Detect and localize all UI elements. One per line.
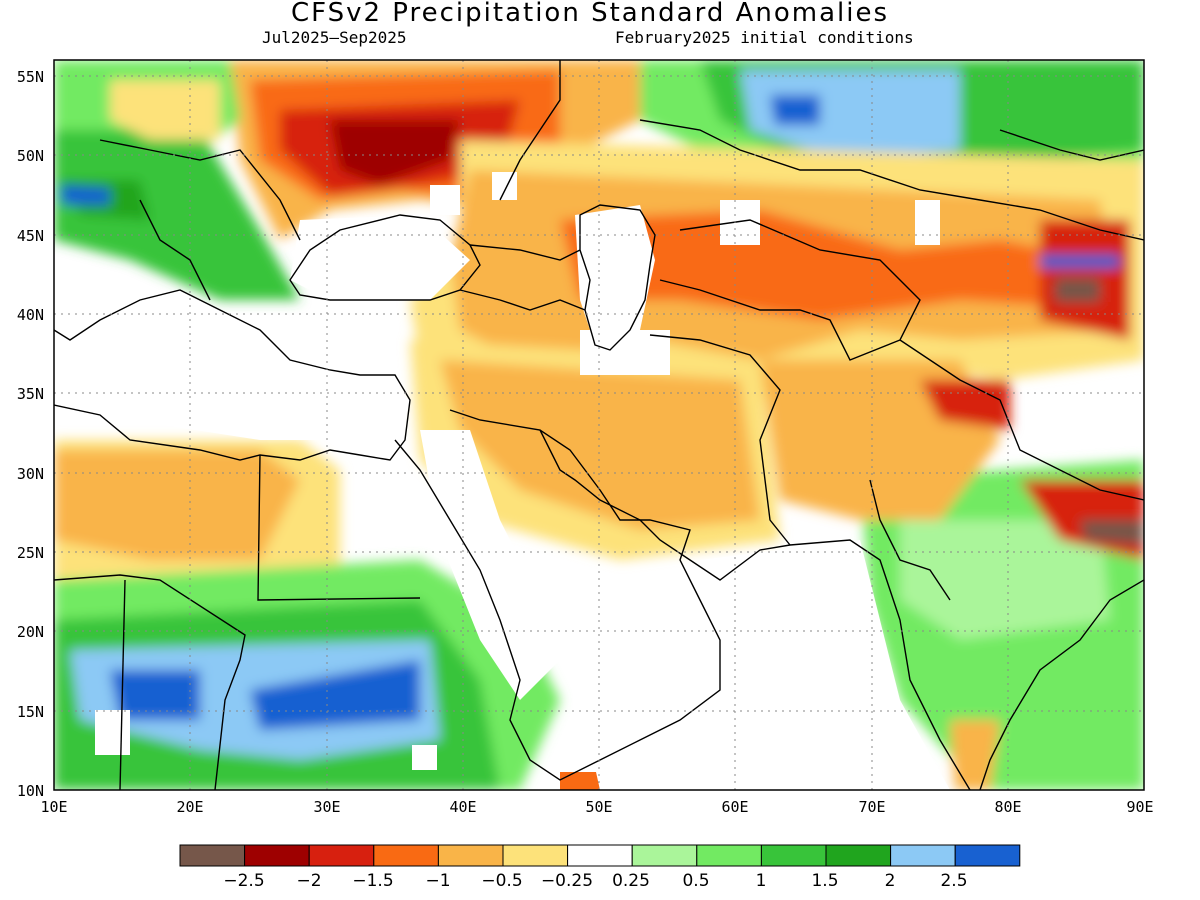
lat-tick: 40N bbox=[17, 306, 44, 324]
colorbar-label: −2 bbox=[296, 871, 321, 891]
lon-tick: 90E bbox=[1126, 798, 1153, 816]
colorbar-swatch bbox=[308, 844, 375, 867]
lat-tick: 30N bbox=[17, 465, 44, 483]
colorbar-swatch bbox=[244, 844, 310, 867]
colorbar-label: 1.5 bbox=[811, 871, 838, 891]
colorbar-swatch bbox=[760, 844, 827, 867]
colorbar-swatch bbox=[567, 844, 633, 867]
initial-conditions: February2025 initial conditions bbox=[615, 28, 914, 47]
colorbar-label: 2.5 bbox=[940, 871, 967, 891]
colorbar-label: −1.5 bbox=[352, 871, 393, 891]
lat-tick: 55N bbox=[17, 68, 44, 86]
chart-title: CFSv2 Precipitation Standard Anomalies bbox=[290, 0, 890, 28]
lat-tick: 25N bbox=[17, 544, 44, 562]
lon-tick: 10E bbox=[40, 798, 67, 816]
map-frame bbox=[53, 59, 1145, 791]
colorbar-labels: −2.5 −2 −1.5 −1 −0.5 −0.25 0.25 0.5 1 1.… bbox=[223, 871, 967, 891]
lat-tick: 10N bbox=[17, 782, 44, 800]
forecast-period: Jul2025–Sep2025 bbox=[262, 28, 407, 47]
lat-tick: 35N bbox=[17, 385, 44, 403]
lat-tick: 15N bbox=[17, 703, 44, 721]
colorbar bbox=[179, 844, 1021, 867]
colorbar-swatch bbox=[179, 844, 246, 867]
colorbar-swatch bbox=[373, 844, 439, 867]
colorbar-label: −0.25 bbox=[541, 871, 593, 891]
lon-tick: 40E bbox=[449, 798, 476, 816]
lat-tick: 20N bbox=[17, 623, 44, 641]
colorbar-label: 0.5 bbox=[682, 871, 709, 891]
colorbar-swatch bbox=[890, 844, 956, 867]
lat-axis: 10N 15N 20N 25N 30N 35N 40N 45N 50N 55N bbox=[17, 68, 44, 800]
lat-lon-grid bbox=[54, 60, 1144, 790]
colorbar-label: −2.5 bbox=[223, 871, 264, 891]
colorbar-label: 0.25 bbox=[612, 871, 650, 891]
colorbar-label: 1 bbox=[756, 871, 767, 891]
lat-tick: 50N bbox=[17, 147, 44, 165]
colorbar-swatch bbox=[437, 844, 504, 867]
coastlines bbox=[54, 60, 1144, 790]
lon-tick: 30E bbox=[313, 798, 340, 816]
colorbar-swatch bbox=[631, 844, 698, 867]
lon-tick: 80E bbox=[994, 798, 1021, 816]
colorbar-swatch bbox=[825, 844, 892, 867]
lon-tick: 20E bbox=[176, 798, 203, 816]
lat-tick: 45N bbox=[17, 227, 44, 245]
lon-tick: 70E bbox=[858, 798, 885, 816]
lon-axis: 10E 20E 30E 40E 50E 60E 70E 80E 90E bbox=[40, 798, 1153, 816]
colorbar-swatch bbox=[502, 844, 569, 867]
colorbar-label: −1 bbox=[425, 871, 450, 891]
colorbar-swatch bbox=[696, 844, 762, 867]
colorbar-label: −0.5 bbox=[481, 871, 522, 891]
colorbar-label: 2 bbox=[885, 871, 896, 891]
lon-tick: 60E bbox=[721, 798, 748, 816]
colorbar-swatch bbox=[954, 844, 1021, 867]
lon-tick: 50E bbox=[585, 798, 612, 816]
